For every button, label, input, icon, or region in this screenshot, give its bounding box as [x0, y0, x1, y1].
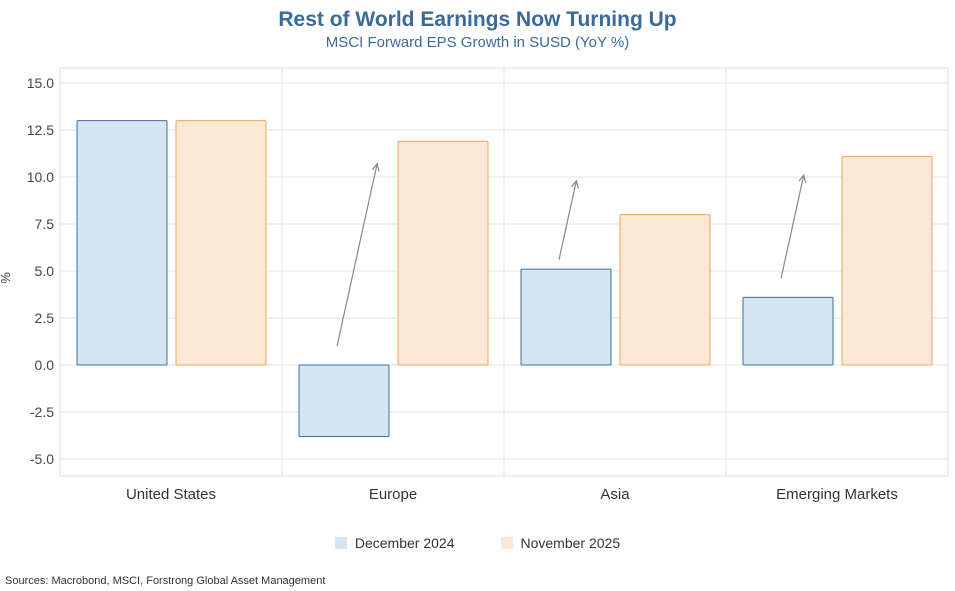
trend-arrow: [780, 175, 804, 279]
y-tick-label: -2.5: [30, 404, 54, 420]
bar-united-states-1: [175, 120, 267, 366]
bar-emerging-markets-0: [742, 296, 834, 366]
legend: December 2024 November 2025: [0, 535, 955, 551]
bar-europe-0: [298, 364, 390, 437]
bar-europe-1: [397, 140, 489, 366]
x-tick-label: Emerging Markets: [776, 486, 898, 503]
bar-united-states-0: [76, 120, 168, 366]
legend-swatch: [334, 537, 347, 549]
bar-emerging-markets-1: [841, 155, 933, 366]
trend-arrow: [336, 164, 377, 347]
legend-item-dec-2024: December 2024: [334, 535, 455, 551]
x-tick-label: Europe: [369, 486, 417, 503]
y-tick-label: 10.0: [27, 169, 54, 185]
y-tick-label: 15.0: [27, 75, 54, 91]
trend-arrow: [558, 181, 576, 260]
legend-swatch: [500, 537, 513, 549]
bar-asia-0: [520, 268, 612, 366]
legend-item-nov-2025: November 2025: [500, 535, 621, 551]
bar-asia-1: [619, 214, 711, 366]
y-tick-label: 12.5: [27, 122, 54, 138]
chart-title: Rest of World Earnings Now Turning Up: [278, 8, 677, 31]
x-tick-label: Asia: [600, 486, 630, 503]
y-tick-label: -5.0: [30, 451, 54, 467]
y-tick-label: 5.0: [35, 263, 55, 279]
y-tick-label: 0.0: [35, 357, 55, 373]
legend-label: December 2024: [354, 535, 455, 551]
x-tick-label: United States: [126, 486, 216, 503]
legend-label: November 2025: [520, 535, 621, 551]
chart-subtitle: MSCI Forward EPS Growth in SUSD (YoY %): [325, 34, 630, 51]
y-tick-label: 7.5: [35, 216, 55, 232]
source-note: Sources: Macrobond, MSCI, Forstrong Glob…: [5, 575, 326, 587]
y-tick-label: 2.5: [35, 310, 55, 326]
y-axis-label: %: [0, 272, 13, 284]
